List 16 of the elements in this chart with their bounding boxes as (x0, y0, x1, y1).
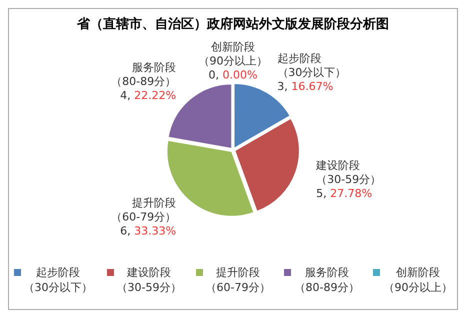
slice-label: 提升阶段（60-79分） (111, 196, 176, 224)
legend-label: 提升阶段（60-79分） (206, 265, 270, 295)
chart-title: 省（直辖市、自治区）政府网站外文版发展阶段分析图 (77, 16, 389, 33)
category-label: 创新阶段（90分以上） (198, 40, 268, 68)
slice-label: 服务阶段（80-89分） (111, 61, 176, 88)
slice-label: 起步阶段（30分以下） (277, 52, 346, 80)
legend-label: 建设阶段（30-59分） (116, 265, 182, 295)
slice-label: 建设阶段（30-59分） (315, 159, 382, 186)
data-label: 5, 27.78% (316, 187, 372, 200)
text: 0, 0.00% (208, 68, 258, 82)
data-label: 4, 22.22% (120, 89, 176, 102)
data-label: 6, 33.33% (120, 224, 176, 238)
data-label: 3, 16.67% (277, 80, 334, 94)
legend-label: 服务阶段（80-89分） (294, 265, 360, 295)
legend-label: 创新阶段（90分以上） (383, 265, 452, 295)
legend-label: 起步阶段（30分以下） (24, 265, 93, 295)
